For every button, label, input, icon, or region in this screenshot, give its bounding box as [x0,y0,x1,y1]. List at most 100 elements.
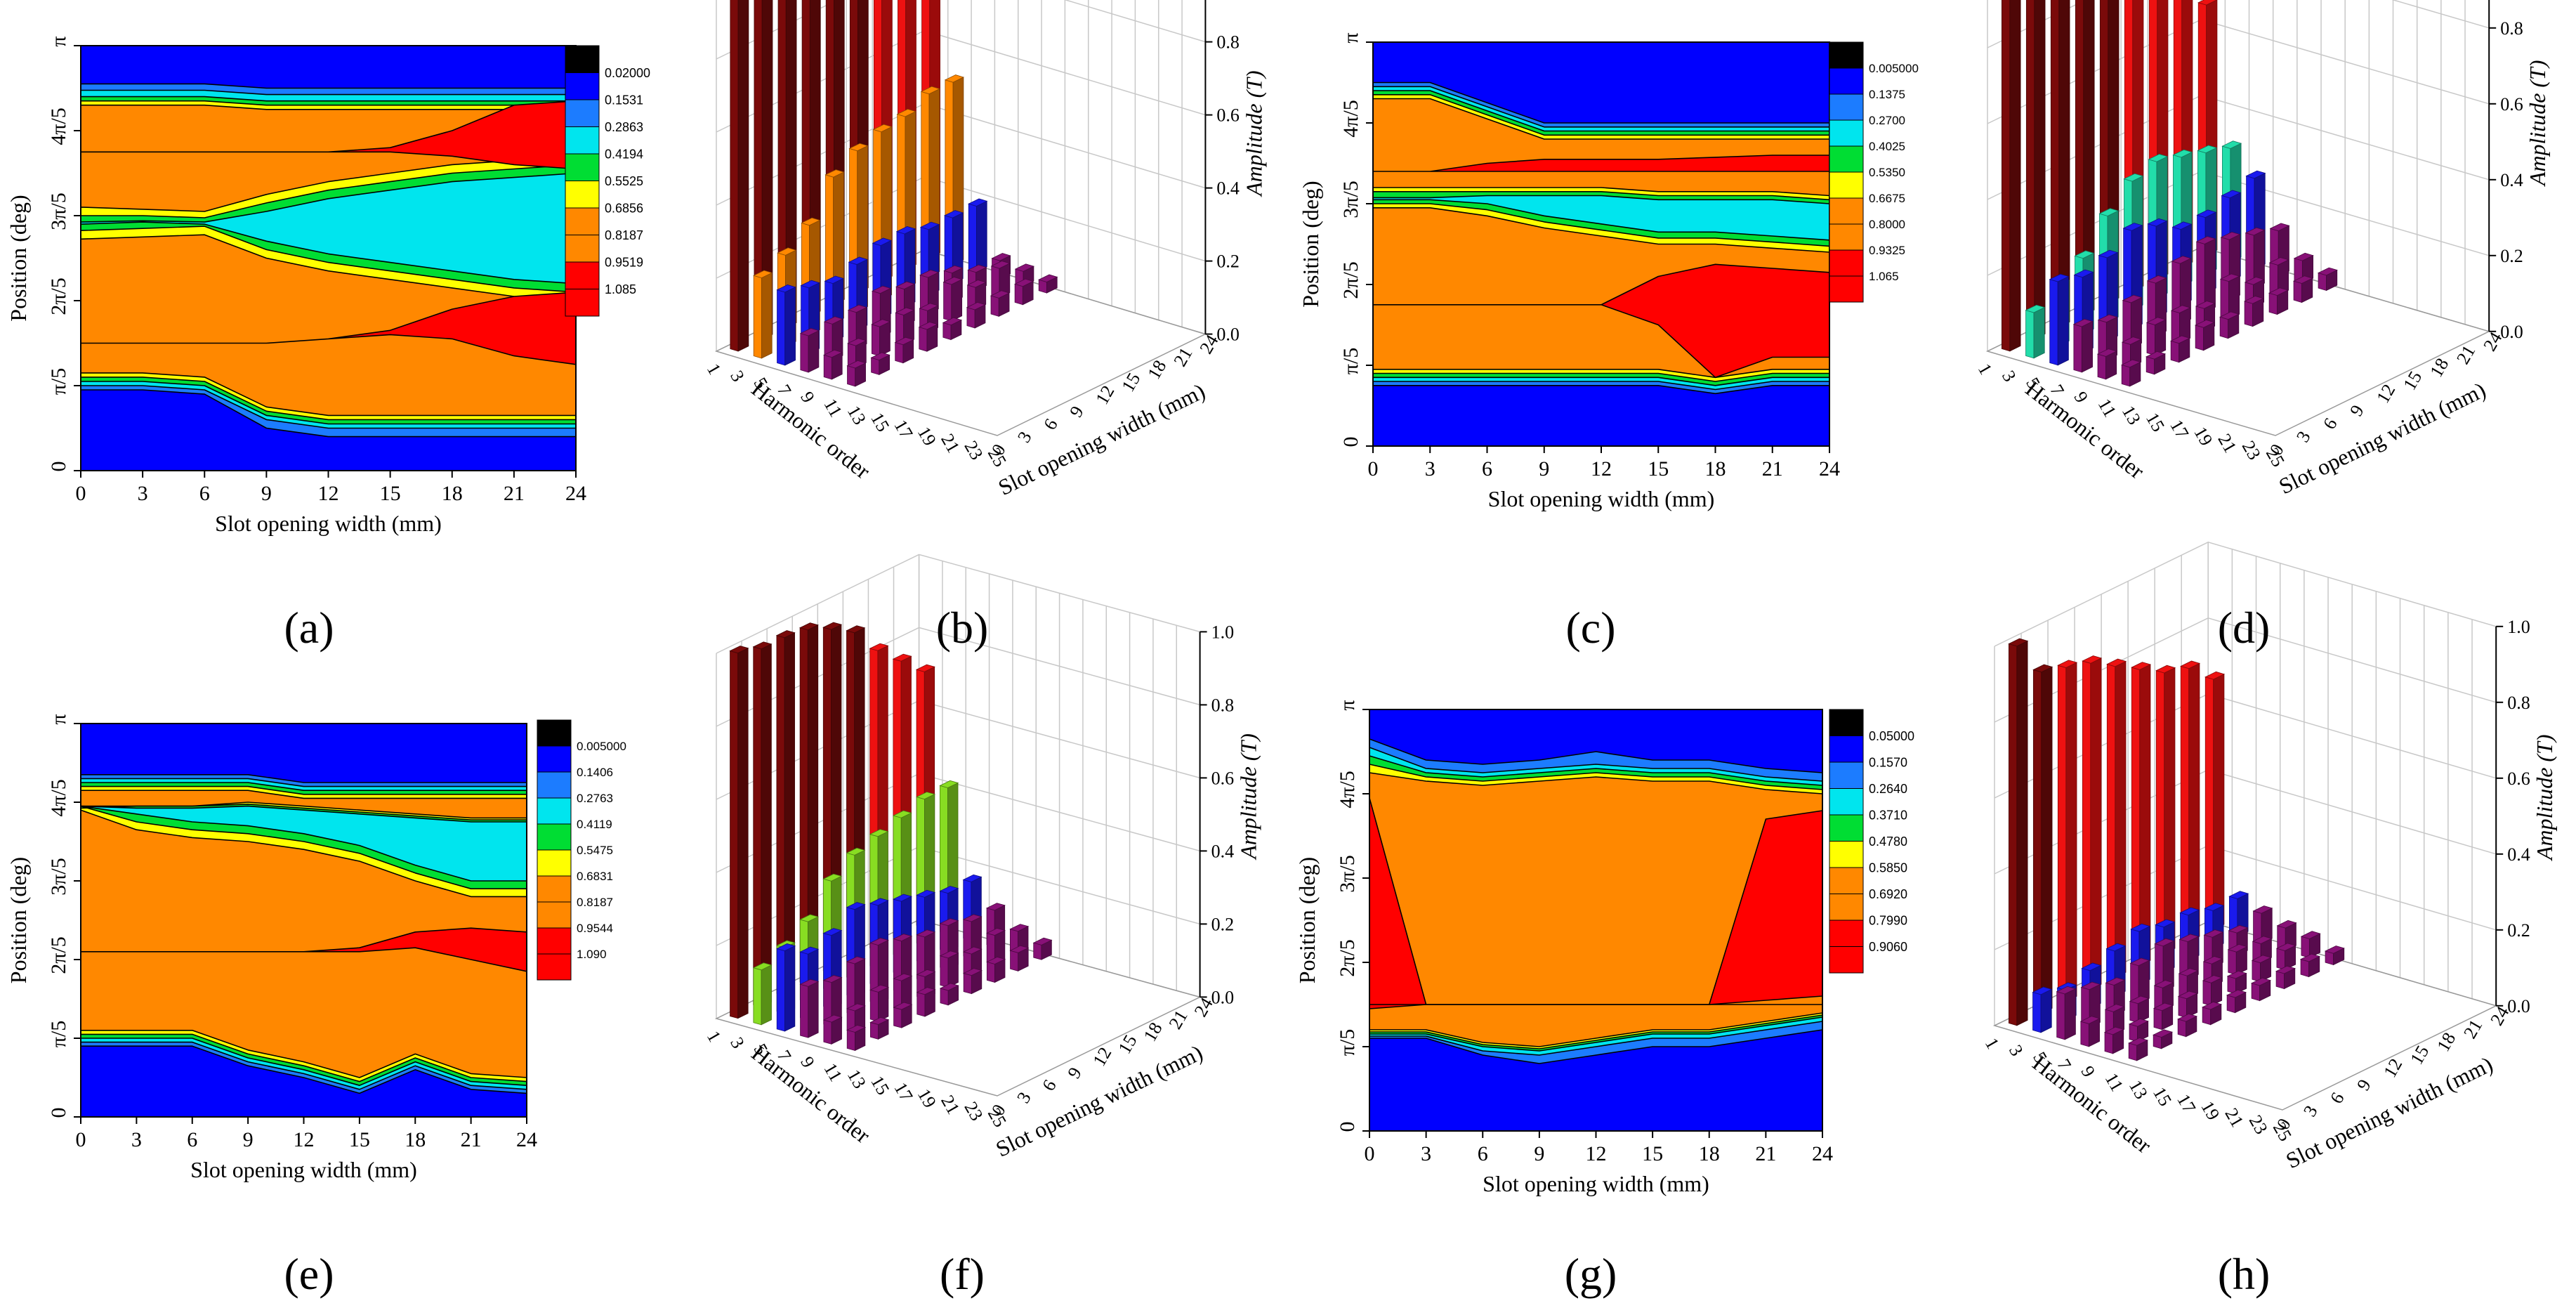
legend-value: 0.5350 [1869,166,1905,179]
contour-plot-a: 0 3 6 9 12 15 18 21 24 0 π/5 2π/5 3π/5 4π/5 π Slot open… [6,36,650,536]
bar [2202,975,2223,1007]
harmonic-tick-label: 21 [2221,1105,2247,1131]
bar [966,301,987,329]
legend-value: 0.4025 [1869,140,1905,153]
harmonic-tick-label: 11 [820,1059,846,1085]
x-tick-label: 12 [294,1128,315,1151]
bar-top-face [2220,231,2241,240]
legend-value: 0.9519 [605,255,643,269]
bar-top-face [892,653,912,662]
bar-front-face [2202,1007,2212,1026]
bar-top-face [752,962,773,971]
z-tick-label: 0.8 [2500,18,2523,39]
bar [2104,1004,2125,1035]
bar [2170,335,2190,363]
bar-top-face [894,336,914,346]
harmonic-tick-label: 17 [2173,1091,2200,1117]
bar-top-face [942,317,962,326]
bar-top-face [2130,923,2151,932]
harmonic-tick-label: 9 [2070,388,2092,407]
contour-plot-g: 0 3 6 9 12 15 18 21 24 0 π/5 2π/5 3π/5 4π/5 π Slot open… [1294,700,1914,1196]
bar-top-face [2153,980,2174,988]
z-axis-label: Amplitude (T) [2532,734,2557,861]
bar-top-face [966,301,987,310]
bar-top-face [919,269,940,278]
legend-swatch [537,849,572,877]
bar [2145,317,2167,356]
legend-value: 0.05000 [1869,729,1914,743]
bar-side-face [784,945,796,1032]
x-tick-label: 21 [1762,457,1783,480]
legend-value: 0.8187 [605,228,643,242]
bar-top-face [872,237,892,246]
bar-top-face [2128,1018,2149,1027]
bar [2252,905,2273,945]
harmonic-tick-label: 15 [867,410,893,436]
bar-top-face [775,630,796,639]
x-tick-label: 18 [405,1128,426,1151]
z-axis-label: Amplitude (T) [1241,70,1266,197]
y-tick-label: 3π/5 [1336,855,1359,892]
bar-front-face [2228,949,2237,976]
bar [2170,305,2191,344]
bar-side-face [2081,320,2093,373]
legend-value: 0.4194 [605,147,643,161]
x-tick-label: 3 [131,1128,142,1151]
bar-side-face [2033,306,2045,359]
harmonic-tick-label: 19 [2190,424,2216,450]
legend-swatch [565,99,600,127]
bar [2032,664,2053,1014]
legend-swatch [537,719,572,747]
bar-front-face [2073,324,2082,373]
bar [918,321,938,352]
y-axis-label: Position (deg) [6,857,31,983]
z-axis-label: Amplitude (T) [2525,60,2550,187]
bar-top-face [799,979,820,987]
bar-top-face [916,889,936,898]
bar-top-face [962,914,983,922]
bar-top-face [2155,665,2176,674]
bar-side-face [2115,660,2127,979]
bar [2025,0,2046,340]
bar [2001,0,2021,352]
bar-top-face [2172,149,2193,158]
bar-top-face [939,950,959,959]
bar [776,943,796,1032]
bar-top-face [2081,962,2102,971]
bar-top-face [2104,1004,2125,1012]
bar-front-face [777,289,786,366]
harmonic-tick-label: 17 [890,417,916,443]
bars [2001,0,2338,387]
y-tick-label: 2π/5 [47,277,70,315]
bar-top-face [986,956,1006,964]
legend-value: 0.6675 [1869,192,1905,205]
bar-top-face [2244,276,2265,285]
bar-front-face [753,646,762,1008]
harmonic-tick-label: 1 [1981,1035,2004,1053]
bar-top-face [939,918,959,927]
z-tick-label: 0.4 [2500,170,2523,190]
harmonic-tick-label: 19 [914,1085,940,1111]
legend-swatch [1829,761,1864,789]
bar [2180,660,2201,943]
contour-plot-c: 0 3 6 9 12 15 18 21 24 0 π/5 2π/5 3π/5 4π/5 π Slot open… [1298,32,1919,511]
bar-front-face [990,295,999,317]
bar-front-face [2128,1042,2138,1061]
bar-front-face [2227,976,2236,995]
bar [822,1014,843,1045]
bar-top-face [2056,986,2077,995]
bar [2128,1018,2149,1042]
bar-top-face [2202,1001,2222,1010]
legend-value: 0.7990 [1869,913,1907,927]
bar-top-face [2228,891,2249,899]
bar-front-face [2131,667,2141,967]
width-tick-label: 12 [2372,381,2399,407]
bar [916,929,936,981]
bar [2129,957,2150,1005]
legend-swatch [537,823,572,851]
y-tick-label: π [1336,700,1359,710]
legend-swatch [1829,93,1864,121]
bar-top-face [848,143,869,152]
bar-top-face [1032,937,1053,946]
bar-top-face [846,1024,866,1033]
